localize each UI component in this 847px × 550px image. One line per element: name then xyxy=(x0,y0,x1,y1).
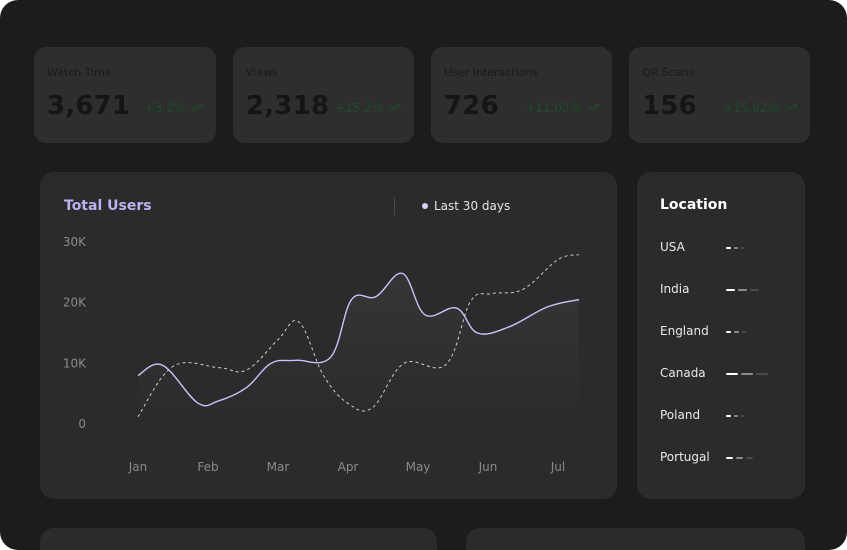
trend-up-icon xyxy=(587,104,599,112)
location-name: England xyxy=(660,324,709,338)
location-name: Poland xyxy=(660,408,701,422)
location-bar xyxy=(726,373,768,375)
panel-title: Total Users xyxy=(64,198,152,214)
location-row[interactable]: India xyxy=(660,280,790,300)
location-row[interactable]: England xyxy=(660,322,790,342)
y-tick-label: 20K xyxy=(63,296,87,310)
location-panel: Location USA India England Canada Poland Port… xyxy=(637,172,805,499)
location-bar-segment xyxy=(734,247,738,249)
location-name: Canada xyxy=(660,366,706,380)
total-users-chart: 0 10K 20K 30K Jan Feb Mar Apr May Jun Jul xyxy=(63,235,580,474)
series-line-current[interactable] xyxy=(137,272,580,407)
kpi-change: +15.2% xyxy=(335,101,401,115)
location-title: Location xyxy=(660,197,728,213)
trend-up-icon xyxy=(191,104,203,112)
location-bar xyxy=(726,247,745,249)
legend-divider xyxy=(394,198,395,215)
location-bar-segment xyxy=(726,415,731,417)
location-bar-segment xyxy=(738,289,747,291)
location-bar-segment xyxy=(741,415,745,417)
location-bar xyxy=(726,331,746,333)
location-name: USA xyxy=(660,240,685,254)
kpi-value: 726 xyxy=(444,91,499,121)
x-tick-label: Jun xyxy=(478,460,498,474)
total-users-panel: Total Users Last 30 days 0 10K 20K 30K Jan F… xyxy=(40,172,617,499)
kpi-card-views[interactable]: Views 2,318 +15.2% xyxy=(233,47,414,143)
location-bar-segment xyxy=(734,331,739,333)
kpi-change: +3.2% xyxy=(144,101,203,115)
kpi-change-value: +3.2% xyxy=(144,101,185,115)
legend-label: Last 30 days xyxy=(434,199,511,213)
x-tick-label: Jul xyxy=(550,460,565,474)
y-tick-label: 30K xyxy=(63,235,87,249)
kpi-label: Watch Time xyxy=(47,66,112,79)
kpi-card-user-interactions[interactable]: User Interactions 726 +11.02% xyxy=(431,47,612,143)
location-row[interactable]: Canada xyxy=(660,364,790,384)
kpi-value: 156 xyxy=(642,91,697,121)
x-tick-label: Feb xyxy=(197,460,218,474)
location-bar-segment xyxy=(726,289,735,291)
location-bar-segment xyxy=(750,289,759,291)
location-bar xyxy=(726,289,759,291)
location-bar-segment xyxy=(726,373,738,375)
location-bar-segment xyxy=(756,373,768,375)
location-name: India xyxy=(660,282,690,296)
kpi-change-value: +15.92% xyxy=(723,101,779,115)
kpi-label: Views xyxy=(246,66,278,79)
location-bar-segment xyxy=(726,247,731,249)
x-tick-label: Mar xyxy=(267,460,290,474)
legend-dot-icon xyxy=(422,203,428,209)
location-bar-segment xyxy=(726,457,733,459)
location-bar-segment xyxy=(734,415,738,417)
location-row[interactable]: Portugal xyxy=(660,448,790,468)
location-bar-segment xyxy=(742,331,746,333)
location-bar xyxy=(726,415,745,417)
trend-up-icon xyxy=(785,104,797,112)
location-bar-segment xyxy=(741,247,745,249)
location-row[interactable]: Poland xyxy=(660,406,790,426)
kpi-card-qr-scans[interactable]: QR Scans 156 +15.92% xyxy=(629,47,810,143)
series-area-fill xyxy=(138,273,579,424)
location-name: Portugal xyxy=(660,450,710,464)
location-bar xyxy=(726,457,753,459)
location-bar-segment xyxy=(741,373,753,375)
y-tick-label: 0 xyxy=(78,417,86,431)
location-bar-segment xyxy=(726,331,731,333)
kpi-value: 2,318 xyxy=(246,91,330,121)
kpi-change-value: +15.2% xyxy=(334,101,383,115)
kpi-card-watch-time[interactable]: Watch Time 3,671 +3.2% xyxy=(34,47,216,143)
x-tick-label: Apr xyxy=(338,460,359,474)
y-tick-label: 10K xyxy=(63,356,87,370)
kpi-label: QR Scans xyxy=(642,66,695,79)
location-bar-segment xyxy=(746,457,753,459)
kpi-change: +11.02% xyxy=(525,101,599,115)
bottom-card-left xyxy=(40,528,437,550)
kpi-value: 3,671 xyxy=(47,91,131,121)
chart-legend[interactable]: Last 30 days xyxy=(422,199,510,213)
location-bar-segment xyxy=(736,457,743,459)
kpi-change-value: +11.02% xyxy=(525,101,581,115)
series-line-previous[interactable] xyxy=(137,254,580,417)
bottom-card-right xyxy=(466,528,805,550)
location-row[interactable]: USA xyxy=(660,238,790,258)
x-tick-label: May xyxy=(406,460,431,474)
kpi-label: User Interactions xyxy=(444,66,538,79)
x-tick-label: Jan xyxy=(128,460,148,474)
kpi-change: +15.92% xyxy=(723,101,797,115)
trend-up-icon xyxy=(389,104,401,112)
